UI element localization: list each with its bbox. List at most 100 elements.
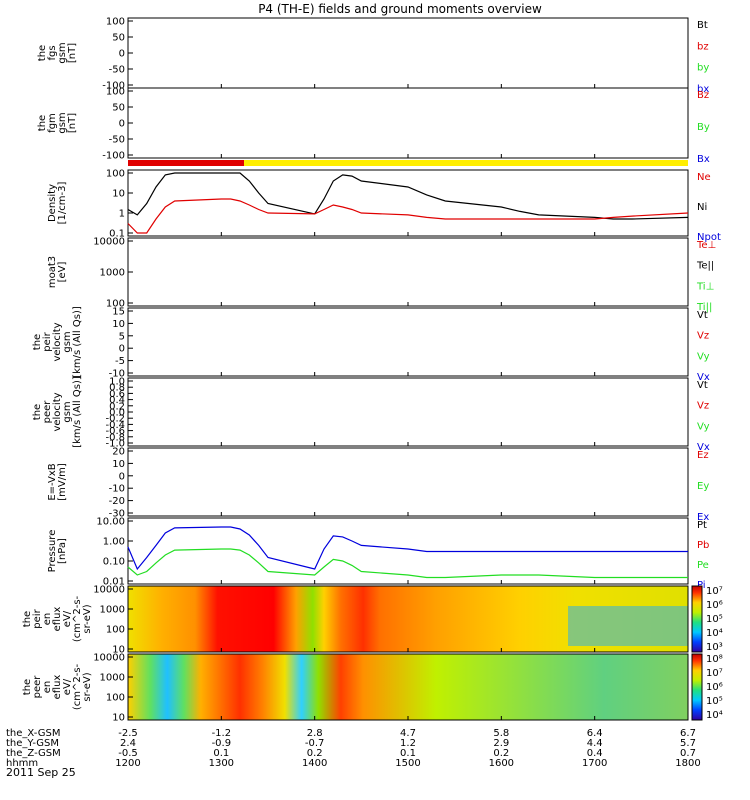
y-axis-label: [mV/m]	[57, 463, 68, 501]
y-tick-label: 100	[106, 169, 125, 180]
y-axis-label: en	[42, 613, 53, 626]
axis-row-label: the_X-GSM	[6, 728, 60, 739]
y-axis-label: fgs	[47, 45, 58, 60]
y-tick-label: 1	[119, 209, 125, 220]
y-axis-label: sr-eV)	[82, 604, 93, 633]
y-axis-label: peir	[32, 608, 43, 628]
panel-frame	[127, 87, 689, 159]
y-tick-label: 10	[112, 459, 125, 470]
y-axis-label: the	[37, 45, 48, 61]
y-tick-label: 5	[119, 331, 125, 342]
x-tick-hhmm: 1700	[582, 758, 607, 769]
legend-entry: Ti||	[696, 302, 712, 313]
y-tick-label: 10000	[93, 653, 125, 664]
y-axis-label: the	[22, 679, 33, 695]
y-tick-label: 0.01	[103, 577, 125, 588]
y-axis-label: moat3	[47, 256, 58, 288]
legend-entry: Vy	[697, 421, 710, 432]
y-tick-label: -50	[109, 135, 125, 146]
colorbar-label: 10³	[706, 642, 723, 653]
y-axis-label: [km/s (All Qs)]	[72, 306, 83, 378]
legend-entry: bz	[697, 41, 709, 52]
y-tick-label: 0	[119, 344, 125, 355]
axis-row-label: hhmm	[6, 758, 38, 769]
y-tick-label: -100	[102, 151, 125, 162]
x-tick-hhmm: 1500	[395, 758, 420, 769]
y-tick-label: -0.2	[105, 414, 125, 425]
y-tick-label: 1000	[100, 605, 125, 616]
colorbar-label: 10⁵	[706, 696, 723, 707]
colorbar-label: 10⁶	[706, 682, 723, 693]
legend-entry: By	[697, 122, 710, 133]
colorbar-label: 10⁶	[706, 600, 723, 611]
panel-frame	[127, 307, 689, 377]
panel-frame	[127, 377, 689, 447]
legend-entry: Te||	[696, 261, 714, 272]
y-tick-label: -5	[115, 356, 125, 367]
y-axis-label: the	[37, 115, 48, 131]
y-axis-label: (cm^2-s-	[72, 595, 83, 642]
y-axis-label: [nT]	[67, 113, 78, 133]
y-tick-label: 10.00	[96, 517, 125, 528]
y-tick-label: -50	[109, 65, 125, 76]
series-pe	[127, 548, 688, 579]
y-tick-label: 0.6	[109, 389, 125, 400]
y-tick-label: 1000	[100, 268, 125, 279]
y-tick-label: 50	[112, 33, 125, 44]
colorbar-label: 10⁴	[706, 628, 723, 639]
y-axis-label: gsm	[62, 331, 73, 352]
y-axis-label: gsm	[62, 401, 73, 422]
y-axis-label: eV/	[62, 610, 73, 627]
series-pi	[127, 526, 688, 571]
y-tick-label: 0	[119, 119, 125, 130]
x-tick-x: 4.7	[400, 728, 416, 739]
legend-entry: Pe	[697, 560, 709, 571]
y-axis-label: peer	[32, 675, 43, 699]
y-axis-label: fgm	[47, 113, 58, 133]
legend-entry: Ex	[697, 512, 709, 523]
y-tick-label: 10	[112, 189, 125, 200]
y-tick-label: 20	[112, 447, 125, 458]
series-ni	[127, 172, 689, 220]
y-axis-label: velocity	[52, 392, 63, 431]
y-tick-label: 10000	[93, 237, 125, 248]
x-tick-y: 1.2	[400, 738, 416, 749]
legend-entry: Npot	[697, 232, 721, 243]
y-axis-label: [nT]	[67, 43, 78, 63]
x-tick-hhmm: 1200	[115, 758, 140, 769]
colorbar-label: 10⁷	[706, 586, 723, 597]
x-tick-z: -0.5	[118, 748, 138, 759]
colorbar-label: 10⁵	[706, 614, 723, 625]
y-axis-label: (cm^2-s-	[72, 663, 83, 710]
colorbar	[691, 585, 703, 653]
y-tick-label: -10	[109, 369, 125, 380]
x-tick-y: 5.7	[680, 738, 696, 749]
y-tick-label: 0.1	[109, 229, 125, 240]
x-tick-z: 0.2	[307, 748, 323, 759]
ion-spectrogram-patch	[568, 606, 688, 646]
y-tick-label: -10	[109, 484, 125, 495]
y-tick-label: 0.8	[109, 383, 125, 394]
y-axis-label: [eV]	[57, 262, 68, 283]
legend-entry: Bt	[697, 20, 708, 31]
y-axis-label: Pressure	[47, 530, 58, 573]
y-axis-label: Density	[47, 184, 58, 222]
y-axis-label: velocity	[52, 322, 63, 361]
y-axis-label: gsm	[57, 112, 68, 133]
x-tick-hhmm: 1300	[209, 758, 234, 769]
y-tick-label: 0.0	[109, 408, 125, 419]
legend-entry: Te⊥	[696, 240, 716, 251]
y-axis-label: the	[22, 611, 33, 627]
y-axis-label: eV/	[62, 678, 73, 695]
y-tick-label: 100	[106, 17, 125, 28]
x-tick-hhmm: 1800	[675, 758, 700, 769]
panel-frame	[127, 447, 689, 517]
legend-entry: Ne	[697, 172, 711, 183]
y-tick-label: 10000	[93, 585, 125, 596]
x-tick-y: 2.4	[120, 738, 136, 749]
x-tick-x: 6.7	[680, 728, 696, 739]
y-axis-label: eflux	[52, 607, 63, 632]
panel-frame	[127, 17, 689, 89]
y-axis-label: the	[32, 404, 43, 420]
